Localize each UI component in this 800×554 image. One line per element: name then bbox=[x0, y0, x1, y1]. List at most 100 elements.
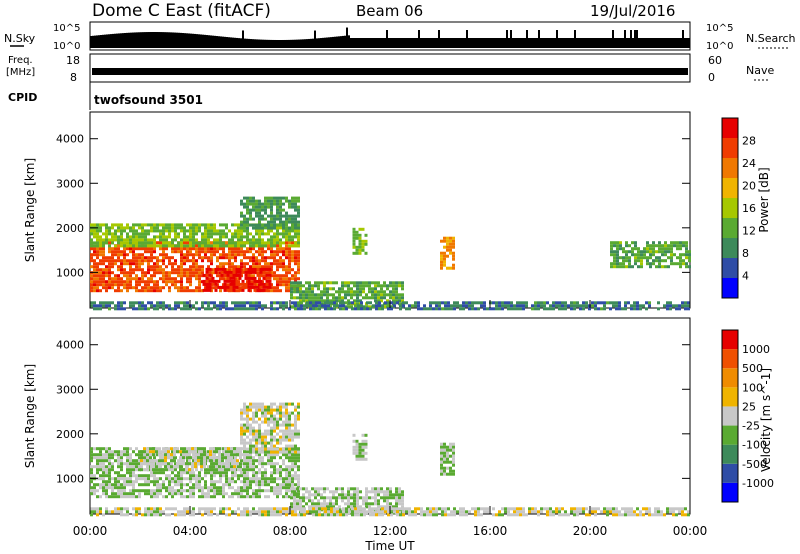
heatmap-cell bbox=[294, 462, 297, 466]
heatmap-cell bbox=[645, 301, 648, 305]
heatmap-cell bbox=[246, 429, 249, 433]
heatmap-cell bbox=[452, 251, 455, 255]
heatmap-cell bbox=[126, 483, 129, 487]
heatmap-cell bbox=[198, 480, 201, 484]
heatmap-cell bbox=[297, 489, 300, 493]
heatmap-cell bbox=[335, 496, 338, 500]
heatmap-cell bbox=[429, 307, 432, 311]
heatmap-cell bbox=[111, 486, 114, 490]
heatmap-cell bbox=[126, 244, 129, 248]
nsky-bar bbox=[648, 38, 650, 48]
heatmap-cell bbox=[549, 513, 552, 517]
heatmap-cell bbox=[93, 229, 96, 233]
heatmap-cell bbox=[315, 301, 318, 305]
heatmap-cell bbox=[305, 487, 308, 491]
heatmap-cell bbox=[126, 450, 129, 454]
heatmap-cell bbox=[435, 304, 438, 308]
heatmap-cell bbox=[138, 474, 141, 478]
heatmap-cell bbox=[241, 270, 245, 274]
heatmap-cell bbox=[305, 281, 308, 285]
heatmap-cell bbox=[183, 510, 186, 514]
heatmap-cell bbox=[210, 495, 213, 499]
heatmap-cell bbox=[174, 456, 177, 460]
heatmap-cell bbox=[189, 307, 192, 311]
heatmap-cell bbox=[667, 265, 670, 269]
heatmap-cell bbox=[440, 469, 443, 473]
heatmap-cell bbox=[249, 438, 252, 442]
heatmap-cell bbox=[132, 480, 135, 484]
heatmap-cell bbox=[207, 489, 210, 493]
heatmap-cell bbox=[666, 307, 669, 311]
heatmap-cell bbox=[483, 507, 486, 511]
nsky-bar bbox=[432, 38, 434, 48]
heatmap-cell bbox=[622, 259, 625, 263]
heatmap-cell bbox=[308, 281, 311, 285]
heatmap-cell bbox=[341, 287, 344, 291]
heatmap-cell bbox=[126, 271, 129, 275]
heatmap-cell bbox=[273, 429, 276, 433]
heatmap-cell bbox=[441, 507, 444, 511]
heatmap-cell bbox=[423, 513, 426, 517]
heatmap-cell bbox=[93, 307, 96, 311]
heatmap-cell bbox=[132, 277, 135, 281]
heatmap-cell bbox=[150, 492, 153, 496]
heatmap-cell bbox=[377, 493, 380, 497]
heatmap-cell bbox=[102, 247, 105, 251]
heatmap-cell bbox=[243, 507, 246, 511]
heatmap-cell bbox=[229, 270, 233, 274]
heatmap-cell bbox=[311, 290, 314, 294]
heatmap-cell bbox=[358, 248, 362, 252]
heatmap-cell bbox=[162, 277, 165, 281]
heatmap-cell bbox=[597, 301, 600, 305]
heatmap-cell bbox=[255, 262, 258, 266]
heatmap-cell bbox=[311, 502, 314, 506]
heatmap-cell bbox=[276, 289, 279, 293]
heatmap-cell bbox=[189, 244, 192, 248]
heatmap-cell bbox=[252, 444, 255, 448]
heatmap-cell bbox=[332, 293, 335, 297]
heatmap-cell bbox=[642, 304, 645, 308]
heatmap-cell bbox=[329, 287, 332, 291]
heatmap-cell bbox=[186, 244, 189, 248]
heatmap-cell bbox=[290, 508, 293, 512]
nsky-bar bbox=[608, 38, 610, 48]
heatmap-cell bbox=[258, 304, 261, 308]
heatmap-cell bbox=[262, 276, 266, 280]
heatmap-cell bbox=[186, 456, 189, 460]
heatmap-cell bbox=[138, 477, 141, 481]
heatmap-cell bbox=[96, 489, 99, 493]
heatmap-cell bbox=[215, 447, 218, 451]
heatmap-cell bbox=[102, 513, 105, 517]
heatmap-cell bbox=[318, 307, 321, 311]
heatmap-cell bbox=[438, 307, 441, 311]
heatmap-cell bbox=[201, 247, 204, 251]
heatmap-cell bbox=[619, 247, 622, 251]
heatmap-cell bbox=[173, 447, 176, 451]
heatmap-cell bbox=[249, 444, 252, 448]
heatmap-cell bbox=[273, 492, 276, 496]
freq-trace bbox=[92, 68, 688, 75]
heatmap-cell bbox=[255, 444, 258, 448]
heatmap-cell bbox=[123, 253, 126, 257]
heatmap-cell bbox=[195, 477, 198, 481]
heatmap-cell bbox=[435, 301, 438, 305]
heatmap-cell bbox=[264, 438, 267, 442]
heatmap-cell bbox=[351, 301, 354, 305]
heatmap-cell bbox=[120, 259, 123, 263]
heatmap-cell bbox=[276, 477, 279, 481]
heatmap-cell bbox=[213, 250, 216, 254]
heatmap-cell bbox=[342, 513, 345, 517]
heatmap-cell bbox=[225, 223, 228, 227]
heatmap-cell bbox=[347, 287, 350, 291]
heatmap-cell bbox=[231, 486, 234, 490]
nsky-bar bbox=[114, 33, 116, 48]
heatmap-cell bbox=[649, 244, 652, 248]
heatmap-cell bbox=[189, 274, 192, 278]
heatmap-cell bbox=[288, 277, 291, 281]
heatmap-cell bbox=[117, 480, 120, 484]
heatmap-cell bbox=[285, 220, 288, 224]
heatmap-cell bbox=[105, 289, 108, 293]
heatmap-cell bbox=[144, 247, 147, 251]
heatmap-cell bbox=[153, 495, 156, 499]
heatmap-cell bbox=[198, 286, 201, 290]
